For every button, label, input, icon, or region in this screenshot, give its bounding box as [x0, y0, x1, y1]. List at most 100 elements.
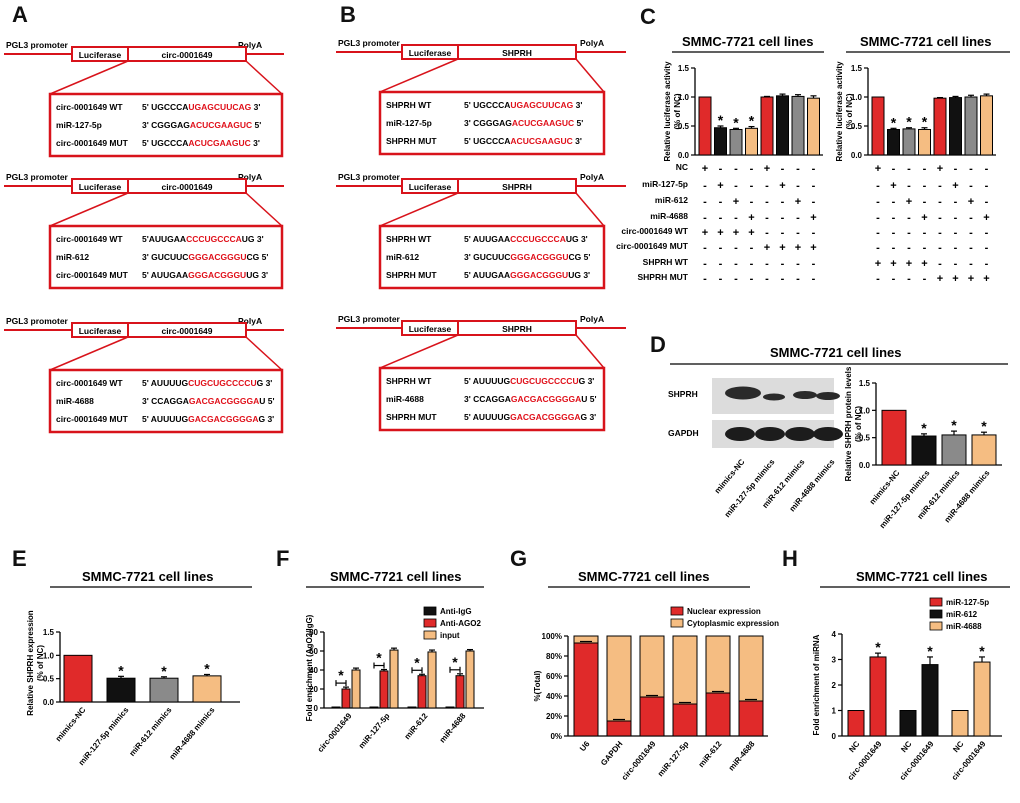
treatment-sign: - [781, 163, 785, 175]
x-tick-label: miR-4688 [438, 711, 468, 744]
treatment-sign: + [983, 273, 989, 285]
panel-e-title: SMMC-7721 cell lines [82, 569, 214, 584]
promoter-label: PGL3 promoter [6, 40, 69, 50]
y-tick-label: 4 [832, 630, 837, 639]
treatment-sign: - [907, 180, 911, 192]
treatment-row-label: SHPRH MUT [637, 272, 688, 282]
treatment-row-label: NC [676, 162, 688, 172]
zoom-line [49, 60, 129, 95]
treatment-sign: - [892, 242, 896, 254]
treatment-sign: - [985, 196, 989, 208]
bar [921, 664, 939, 737]
sequence-text: 5' UGCCCAUGAGCUUCAG 3' [142, 102, 260, 112]
treatment-sign: - [703, 212, 707, 224]
treatment-sign: - [954, 258, 958, 270]
insert-label: circ-0001649 [161, 182, 212, 192]
x-tick-label: NC [847, 739, 861, 754]
treatment-sign: - [892, 227, 896, 239]
treatment-row-label: miR-127-5p [642, 179, 688, 189]
treatment-sign: + [921, 212, 927, 224]
bar [911, 435, 937, 466]
treatment-sign: - [734, 180, 738, 192]
treatment-sign: - [812, 180, 816, 192]
treatment-sign: + [702, 163, 708, 175]
polya-label: PolyA [580, 38, 604, 48]
panel-letter-G: G [510, 546, 527, 571]
bar [331, 706, 341, 709]
x-tick-label: miR-612 [697, 739, 724, 769]
treatment-sign: + [764, 163, 770, 175]
bar-cytoplasmic [573, 635, 599, 644]
panel-g-chart: 0% 20% 40% 60% 80% 100% %(Total) Nuclear expres… [533, 606, 779, 782]
treatment-sign: + [795, 196, 801, 208]
treatment-sign: - [876, 212, 880, 224]
insert-box [127, 178, 247, 194]
treatment-sign: - [719, 163, 723, 175]
panel-letter-F: F [276, 546, 289, 571]
insert-label: circ-0001649 [161, 50, 212, 60]
x-tick-label: miR-127-5p [656, 739, 691, 778]
significance-star: * [979, 643, 985, 659]
promoter-label: PGL3 promoter [338, 38, 401, 48]
treatment-sign: - [938, 258, 942, 270]
zoom-line [379, 58, 459, 93]
bar [933, 97, 947, 156]
bar-cytoplasmic [672, 635, 698, 705]
treatment-sign: - [876, 196, 880, 208]
sequence-box [378, 224, 606, 290]
blot-label-shprh: SHPRH [668, 389, 698, 399]
y-tick-label: 1.5 [859, 379, 871, 388]
legend-swatch [423, 618, 437, 628]
x-tick-label: NC [951, 739, 965, 754]
sequence-row-label: circ-0001649 MUT [56, 138, 129, 148]
bar [847, 710, 865, 737]
treatment-sign: - [796, 227, 800, 239]
y-axis-label: Relative luciferase activity(% of NC) [663, 61, 682, 162]
bar [745, 127, 758, 156]
polya-label: PolyA [238, 316, 262, 326]
panel-h-title: SMMC-7721 cell lines [856, 569, 988, 584]
y-tick-label: 1.5 [43, 628, 55, 637]
insert-label: SHPRH [502, 182, 532, 192]
legend-label: miR-612 [946, 610, 978, 619]
treatment-sign: + [733, 227, 739, 239]
x-tick-label: NC [899, 739, 913, 754]
x-tick-label: U6 [578, 739, 592, 753]
sequence-text: 5' AUUUUGCUGCUGCCCCUG 3' [464, 376, 594, 386]
treatment-sign: - [765, 196, 769, 208]
treatment-row-label: miR-4688 [650, 211, 688, 221]
sequence-row-label: miR-612 [386, 252, 419, 262]
treatment-row-label: circ-0001649 MUT [616, 241, 689, 251]
treatment-sign: + [717, 180, 723, 192]
treatment-sign: - [954, 227, 958, 239]
y-axis-label: %(Total) [533, 670, 542, 701]
y-tick-label: 80 [309, 628, 318, 637]
bar [791, 95, 805, 156]
significance-star: * [118, 662, 124, 678]
bar [971, 434, 997, 466]
bar [899, 710, 917, 737]
panel-letter-H: H [782, 546, 798, 571]
treatment-sign: - [703, 273, 707, 285]
y-tick-label: 1.0 [851, 93, 863, 102]
treatment-sign: - [938, 242, 942, 254]
treatment-sign: - [923, 163, 927, 175]
treatment-sign: + [968, 273, 974, 285]
sequence-row-label: SHPRH MUT [386, 136, 437, 146]
treatment-sign: - [923, 196, 927, 208]
sequence-text: 3' GUCUUCGGGACGGGUCG 5' [142, 252, 268, 262]
treatment-sign: - [812, 227, 816, 239]
y-tick-label: 1 [832, 707, 837, 716]
bar [902, 128, 916, 156]
panel-letter-B: B [340, 2, 356, 27]
insert-box [127, 322, 247, 338]
bar [417, 675, 427, 709]
bar-cytoplasmic [705, 635, 731, 694]
treatment-sign: - [907, 227, 911, 239]
bar [807, 97, 820, 156]
sequence-text: 3' CCAGGAGACGACGGGGAU 5' [464, 394, 597, 404]
treatment-sign: + [810, 242, 816, 254]
x-tick-label: miR-4688 mimics [168, 705, 217, 761]
